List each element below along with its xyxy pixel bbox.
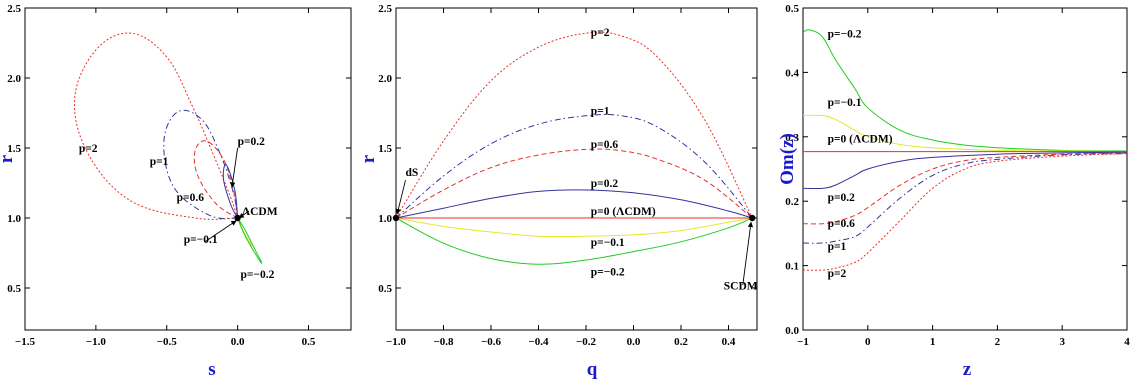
annotation-label: p=−0.1 bbox=[591, 237, 625, 249]
annotation-label: p=0.6 bbox=[177, 192, 205, 204]
y-tick-label: 0.1 bbox=[785, 261, 799, 273]
y-tick-label: 2.0 bbox=[378, 73, 392, 85]
x-tick-label: 0.0 bbox=[231, 336, 245, 348]
annotation-label: p=−0.2 bbox=[591, 266, 625, 278]
y-tick-label: 0.4 bbox=[785, 67, 799, 79]
point-marker bbox=[749, 214, 756, 222]
series-line-p0_2 bbox=[222, 164, 239, 219]
plot-frame bbox=[395, 7, 758, 331]
annotation-arrow bbox=[395, 180, 406, 215]
x-tick-label: 0.5 bbox=[302, 336, 316, 348]
series-line-p2 bbox=[803, 153, 1127, 271]
plot-frame bbox=[802, 7, 1128, 331]
annotation-label: p=−0.2 bbox=[828, 29, 862, 41]
annotation-label: p=0.6 bbox=[828, 218, 856, 230]
x-tick-label: −0.6 bbox=[481, 336, 502, 348]
y-tick-label: 0.0 bbox=[785, 325, 799, 337]
annotation-arrow bbox=[742, 221, 754, 286]
x-tick-label: −0.2 bbox=[576, 336, 597, 348]
x-tick-label: −0.5 bbox=[157, 336, 178, 348]
x-axis-label: s bbox=[208, 359, 215, 380]
y-tick-label: 2.0 bbox=[7, 73, 21, 85]
series-line-p0_6 bbox=[803, 152, 1127, 225]
panel-2: −1.0 −0.8 −0.6 −0.4 −0.2 0.0 0.2 0.4 0.5 1.0 1.5 2.… bbox=[358, 3, 758, 380]
y-tick-label: 0.5 bbox=[378, 283, 392, 295]
y-tick-label: 1.5 bbox=[378, 143, 392, 155]
annotation-label: ΛCDM bbox=[242, 206, 278, 218]
panel-1: −1.5 −1.0 −0.5 0.0 0.5 0.5 1.0 1.5 2.0 2.5 s r p=2 p=… bbox=[0, 3, 352, 380]
annotation-arrow bbox=[229, 147, 239, 188]
series-line-p-0_1 bbox=[396, 217, 753, 238]
y-axis-label: r bbox=[0, 154, 17, 163]
y-tick-label: 0.5 bbox=[785, 3, 799, 15]
x-tick-label: −1 bbox=[797, 336, 809, 348]
series-line-p-0_1 bbox=[803, 114, 1127, 153]
y-tick-label: 0.5 bbox=[7, 283, 21, 295]
x-axis-label: q bbox=[587, 359, 598, 380]
point-marker bbox=[234, 214, 241, 222]
x-tick-label: −0.4 bbox=[528, 336, 549, 348]
series-line-p1 bbox=[803, 153, 1127, 244]
y-axis-label: Om(z) bbox=[777, 133, 798, 185]
annotation-label: p=−0.1 bbox=[828, 97, 862, 109]
series-line-p0_6 bbox=[396, 148, 753, 219]
y-tick-label: 0.3 bbox=[785, 132, 799, 144]
y-tick-label: 1.0 bbox=[378, 213, 392, 225]
annotation-label: p=0 (ΛCDM) bbox=[591, 206, 656, 218]
y-tick-label: 0.2 bbox=[785, 196, 799, 208]
annotation-label: p=−0.2 bbox=[240, 269, 274, 281]
annotation-arrow bbox=[204, 220, 237, 243]
x-tick-label: 1 bbox=[930, 336, 936, 348]
annotation-label: p=0 (ΛCDM) bbox=[828, 134, 893, 146]
x-tick-label: 2 bbox=[995, 336, 1001, 348]
annotation-arrow bbox=[238, 210, 250, 219]
annotation-label: p=1 bbox=[150, 156, 169, 168]
series-line-p2 bbox=[73, 32, 239, 220]
annotation-label: dS bbox=[406, 167, 419, 179]
x-tick-label: −0.8 bbox=[433, 336, 454, 348]
y-tick-label: 2.5 bbox=[7, 3, 21, 15]
annotation-label: p=2 bbox=[591, 27, 610, 39]
annotation-label: p=1 bbox=[591, 105, 610, 117]
point-marker bbox=[392, 214, 400, 222]
x-tick-label: 0.2 bbox=[674, 336, 688, 348]
series-line-p-0_2 bbox=[803, 29, 1127, 152]
series-line-p1 bbox=[163, 109, 239, 219]
x-tick-label: −1.0 bbox=[386, 336, 407, 348]
plot-frame bbox=[24, 7, 352, 331]
annotation-label: SCDM bbox=[724, 280, 758, 292]
y-tick-label: 1.5 bbox=[7, 143, 21, 155]
x-axis-label: z bbox=[963, 359, 972, 380]
annotation-label: p=0.6 bbox=[591, 139, 619, 151]
y-tick-label: 1.0 bbox=[7, 213, 21, 225]
x-tick-label: −1.0 bbox=[86, 336, 107, 348]
annotation-label: p=0.2 bbox=[828, 192, 856, 204]
y-tick-label: 2.5 bbox=[378, 3, 392, 15]
series-line-p0_2 bbox=[803, 151, 1127, 190]
annotation-label: p=0.2 bbox=[238, 136, 266, 148]
series-line-p-0_2 bbox=[396, 217, 753, 265]
x-tick-label: 0.4 bbox=[722, 336, 736, 348]
series-line-p-0_2 bbox=[237, 217, 263, 264]
x-tick-label: −1.5 bbox=[15, 336, 36, 348]
x-tick-label: 3 bbox=[1059, 336, 1065, 348]
x-tick-label: 4 bbox=[1124, 336, 1130, 348]
x-tick-label: 0 bbox=[865, 336, 871, 348]
annotation-label: p=2 bbox=[79, 143, 98, 155]
series-line-p1 bbox=[396, 113, 753, 219]
series-line-p2 bbox=[396, 31, 753, 219]
panel-3: −1 0 1 2 3 4 0.0 0.1 0.2 0.3 0.4 0.5 z Om(z) p=−0.2 p=−… bbox=[777, 3, 1130, 380]
y-axis-label: r bbox=[358, 154, 379, 163]
annotation-label: p=0.2 bbox=[591, 178, 619, 190]
x-tick-label: 0.0 bbox=[627, 336, 641, 348]
annotation-label: p=2 bbox=[828, 268, 847, 280]
annotation-label: p=1 bbox=[828, 241, 847, 253]
series-line-p0_2 bbox=[396, 189, 753, 219]
annotation-label: p=−0.1 bbox=[184, 234, 218, 246]
